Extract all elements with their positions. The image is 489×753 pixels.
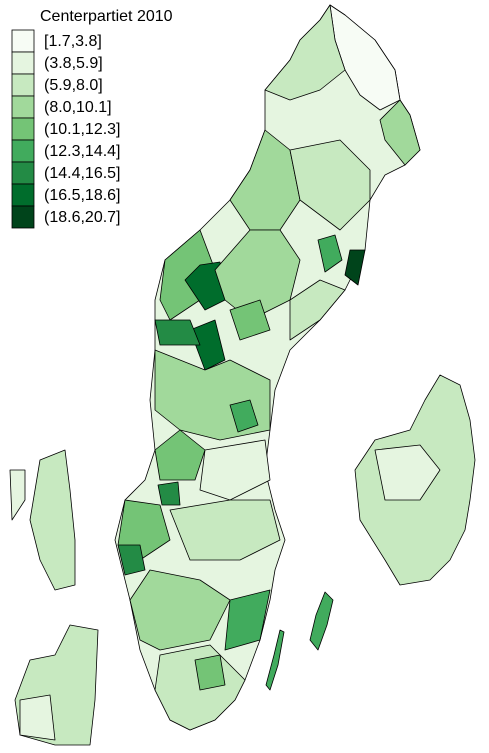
legend-swatch — [11, 139, 35, 163]
legend-swatch — [11, 183, 35, 207]
legend-label: (12.3,14.4] — [44, 143, 121, 160]
legend-label: (10.1,12.3] — [44, 121, 121, 138]
legend-swatch — [11, 205, 35, 229]
region — [224, 589, 271, 651]
region — [229, 399, 259, 433]
region — [199, 439, 271, 501]
region — [154, 319, 201, 346]
municipalities — [9, 4, 476, 746]
region — [289, 139, 371, 231]
region — [194, 654, 226, 691]
legend-label: [1.7,3.8] — [44, 33, 102, 50]
region — [157, 481, 181, 506]
region — [264, 4, 346, 101]
region — [29, 449, 76, 591]
region — [169, 499, 281, 561]
legend-label: (8.0,10.1] — [44, 99, 112, 116]
region — [117, 544, 146, 576]
legend-swatch — [11, 95, 35, 119]
legend-swatch — [11, 73, 35, 97]
legend-label: (3.8,5.9] — [44, 55, 103, 72]
legend-swatch — [11, 29, 35, 53]
region — [154, 429, 206, 481]
region — [229, 299, 271, 341]
region — [374, 444, 441, 501]
legend-swatch — [11, 51, 35, 75]
legend-label: (18.6,20.7] — [44, 209, 121, 226]
region — [189, 319, 226, 371]
region — [309, 591, 334, 651]
legend-title: Centerpartiet 2010 — [40, 8, 173, 25]
legend-label: (16.5,18.6] — [44, 187, 121, 204]
legend-label: (5.9,8.0] — [44, 77, 103, 94]
region — [129, 569, 231, 651]
region — [214, 229, 301, 321]
region — [317, 234, 343, 273]
legend-label: (14.4,16.5] — [44, 165, 121, 182]
region — [344, 249, 366, 286]
region — [289, 279, 346, 341]
legend-swatch — [11, 161, 35, 185]
region — [265, 629, 285, 691]
region — [19, 694, 56, 741]
region — [379, 99, 421, 166]
legend-swatch — [11, 117, 35, 141]
region — [9, 469, 26, 521]
